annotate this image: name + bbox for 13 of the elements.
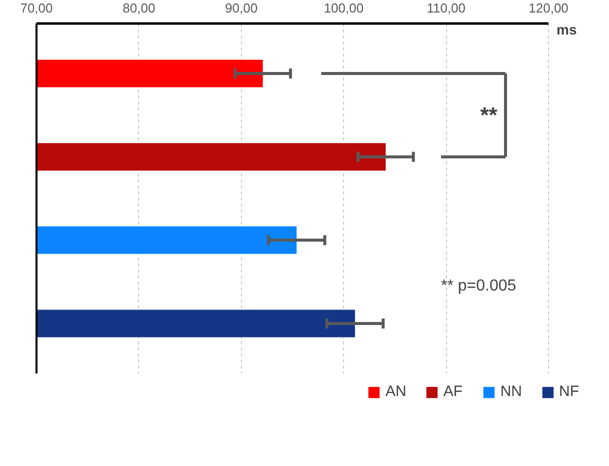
x-tick-label: 90,00	[225, 0, 258, 16]
legend-label: NF	[559, 383, 579, 400]
x-tick-label: 80,00	[122, 0, 156, 16]
x-tick-label: 100,00	[324, 0, 364, 16]
annotation: **	[480, 102, 498, 128]
x-tick-label: 70,00	[20, 0, 53, 16]
legend-label: AF	[443, 383, 464, 400]
x-tick-label: 110,00	[426, 0, 466, 16]
legend-label: AN	[385, 383, 406, 400]
x-tick-label: 120,00	[528, 0, 568, 16]
x-axis-title: ms	[556, 22, 577, 38]
annotation: ** p=0.005	[441, 278, 516, 294]
legend-label: NN	[500, 383, 522, 400]
